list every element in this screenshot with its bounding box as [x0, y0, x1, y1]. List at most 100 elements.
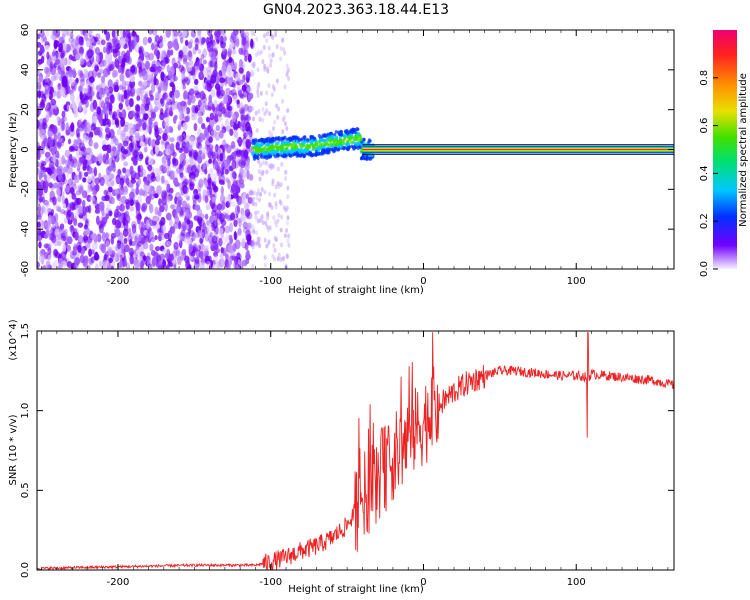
heat-cell — [219, 103, 225, 111]
heat-cell — [242, 74, 246, 83]
heat-cell — [276, 218, 280, 224]
heat-cell — [71, 193, 77, 200]
x-tick-label: -100 — [259, 276, 282, 287]
heat-cell — [63, 217, 68, 224]
heat-cell — [111, 146, 117, 152]
heat-cell — [265, 90, 269, 96]
heat-cell — [265, 31, 269, 37]
heat-cell — [264, 169, 268, 175]
heat-cell — [82, 135, 89, 143]
heat-cell — [272, 149, 276, 153]
heat-cell — [39, 101, 46, 110]
heat-cell — [108, 129, 115, 139]
heat-cell — [118, 103, 123, 111]
heat-cell — [200, 37, 205, 45]
heat-cell — [66, 260, 73, 268]
heat-cell — [91, 90, 96, 97]
heat-cell — [79, 90, 83, 101]
heat-cell — [157, 86, 162, 94]
heat-cell — [267, 53, 271, 59]
heat-cell — [57, 132, 62, 141]
heat-cell — [112, 111, 118, 120]
heat-cell — [330, 134, 334, 139]
heat-cell — [39, 44, 45, 54]
heat-cell — [208, 158, 212, 164]
heat-cell — [195, 142, 200, 149]
heat-cell — [167, 170, 171, 177]
heat-cell — [334, 130, 338, 134]
heat-cell — [49, 227, 56, 234]
heat-cell — [346, 147, 350, 151]
heat-cell — [158, 127, 163, 135]
heat-cell — [196, 216, 203, 225]
heat-cell — [268, 225, 272, 231]
heat-cell — [285, 63, 289, 69]
heat-cell — [117, 243, 121, 250]
heat-cell — [282, 255, 286, 261]
heat-cell — [240, 152, 245, 161]
heat-cell — [90, 180, 95, 191]
heat-cell — [349, 140, 354, 145]
heat-cell — [91, 175, 95, 182]
heat-cell — [146, 252, 151, 261]
heat-cell — [261, 220, 265, 226]
heat-cell — [48, 242, 53, 248]
heat-cell — [139, 141, 145, 147]
heat-cell — [55, 58, 61, 67]
heat-cell — [205, 138, 211, 147]
heat-cell — [279, 256, 283, 262]
heat-cell — [134, 132, 140, 139]
heat-cell — [219, 35, 224, 45]
heat-cell — [119, 73, 125, 82]
heat-cell — [89, 233, 96, 240]
heat-cell — [260, 215, 264, 221]
heat-cell — [50, 108, 56, 116]
heat-cell — [271, 126, 275, 132]
heat-cell — [193, 122, 198, 132]
heat-cell — [149, 137, 153, 145]
heat-cell — [276, 147, 280, 151]
heat-cell — [260, 187, 264, 193]
heat-cell — [204, 104, 210, 111]
heat-cell — [252, 31, 256, 37]
heat-cell — [204, 168, 208, 175]
heat-cell — [184, 164, 191, 174]
heat-cell — [46, 174, 51, 183]
heat-cell — [90, 58, 96, 69]
heat-cell — [146, 173, 152, 180]
heat-cell — [247, 222, 252, 229]
heat-cell — [137, 165, 141, 174]
heat-cell — [229, 35, 235, 44]
heat-cell — [287, 76, 291, 82]
heat-cell — [295, 145, 299, 149]
heat-cell — [182, 45, 188, 55]
heat-cell — [322, 144, 327, 149]
heat-cell — [162, 34, 167, 44]
heat-cell — [52, 30, 58, 36]
heat-cell — [40, 36, 45, 44]
heat-cell — [271, 163, 275, 169]
heat-cell — [171, 95, 175, 105]
heat-cell — [186, 218, 191, 225]
heat-cell — [112, 162, 116, 173]
heat-cell — [98, 83, 103, 93]
heat-cell — [119, 203, 125, 212]
heat-cell — [147, 157, 154, 165]
heat-cell — [173, 212, 178, 220]
heat-cell — [111, 197, 115, 205]
heat-cell — [88, 87, 92, 95]
heat-cell — [137, 125, 142, 133]
heat-cell — [202, 176, 207, 184]
heat-cell — [62, 41, 67, 52]
heat-cell — [202, 245, 209, 252]
heat-cell — [85, 154, 92, 161]
heat-cell — [41, 265, 47, 269]
heat-cell — [358, 142, 362, 146]
heat-cell — [339, 132, 344, 137]
heat-cell — [165, 125, 169, 136]
y-tick-label: 1.5 — [20, 323, 31, 339]
heat-cell — [47, 128, 54, 138]
heat-cell — [124, 244, 130, 253]
heat-cell — [82, 177, 87, 183]
heat-cell — [286, 194, 290, 200]
